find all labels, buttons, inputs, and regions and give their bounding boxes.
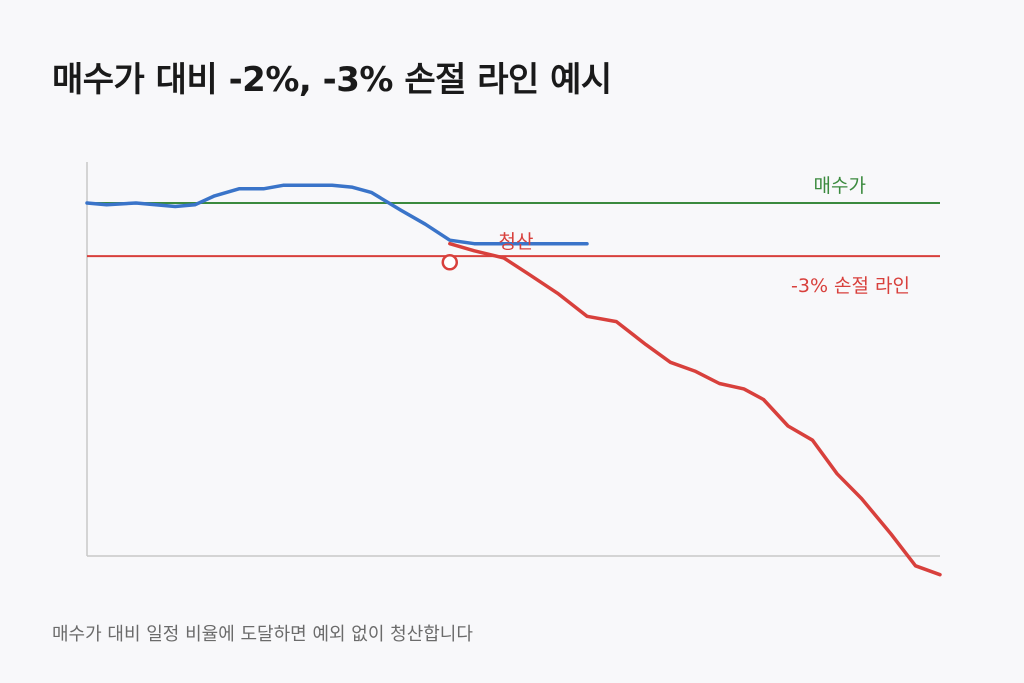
exit-label: 청산 — [499, 231, 534, 253]
exit-marker — [441, 254, 459, 271]
buy-price-label: 매수가 — [814, 175, 866, 197]
price-line-before-exit — [85, 183, 589, 246]
stop-loss-label: -3% 손절 라인 — [791, 275, 910, 297]
price-line-after-exit — [448, 241, 942, 577]
chart-title: 매수가 대비 -2%, -3% 손절 라인 예시 — [52, 60, 612, 100]
chart-caption: 매수가 대비 일정 비율에 도달하면 예외 없이 청산합니다 — [52, 624, 473, 645]
